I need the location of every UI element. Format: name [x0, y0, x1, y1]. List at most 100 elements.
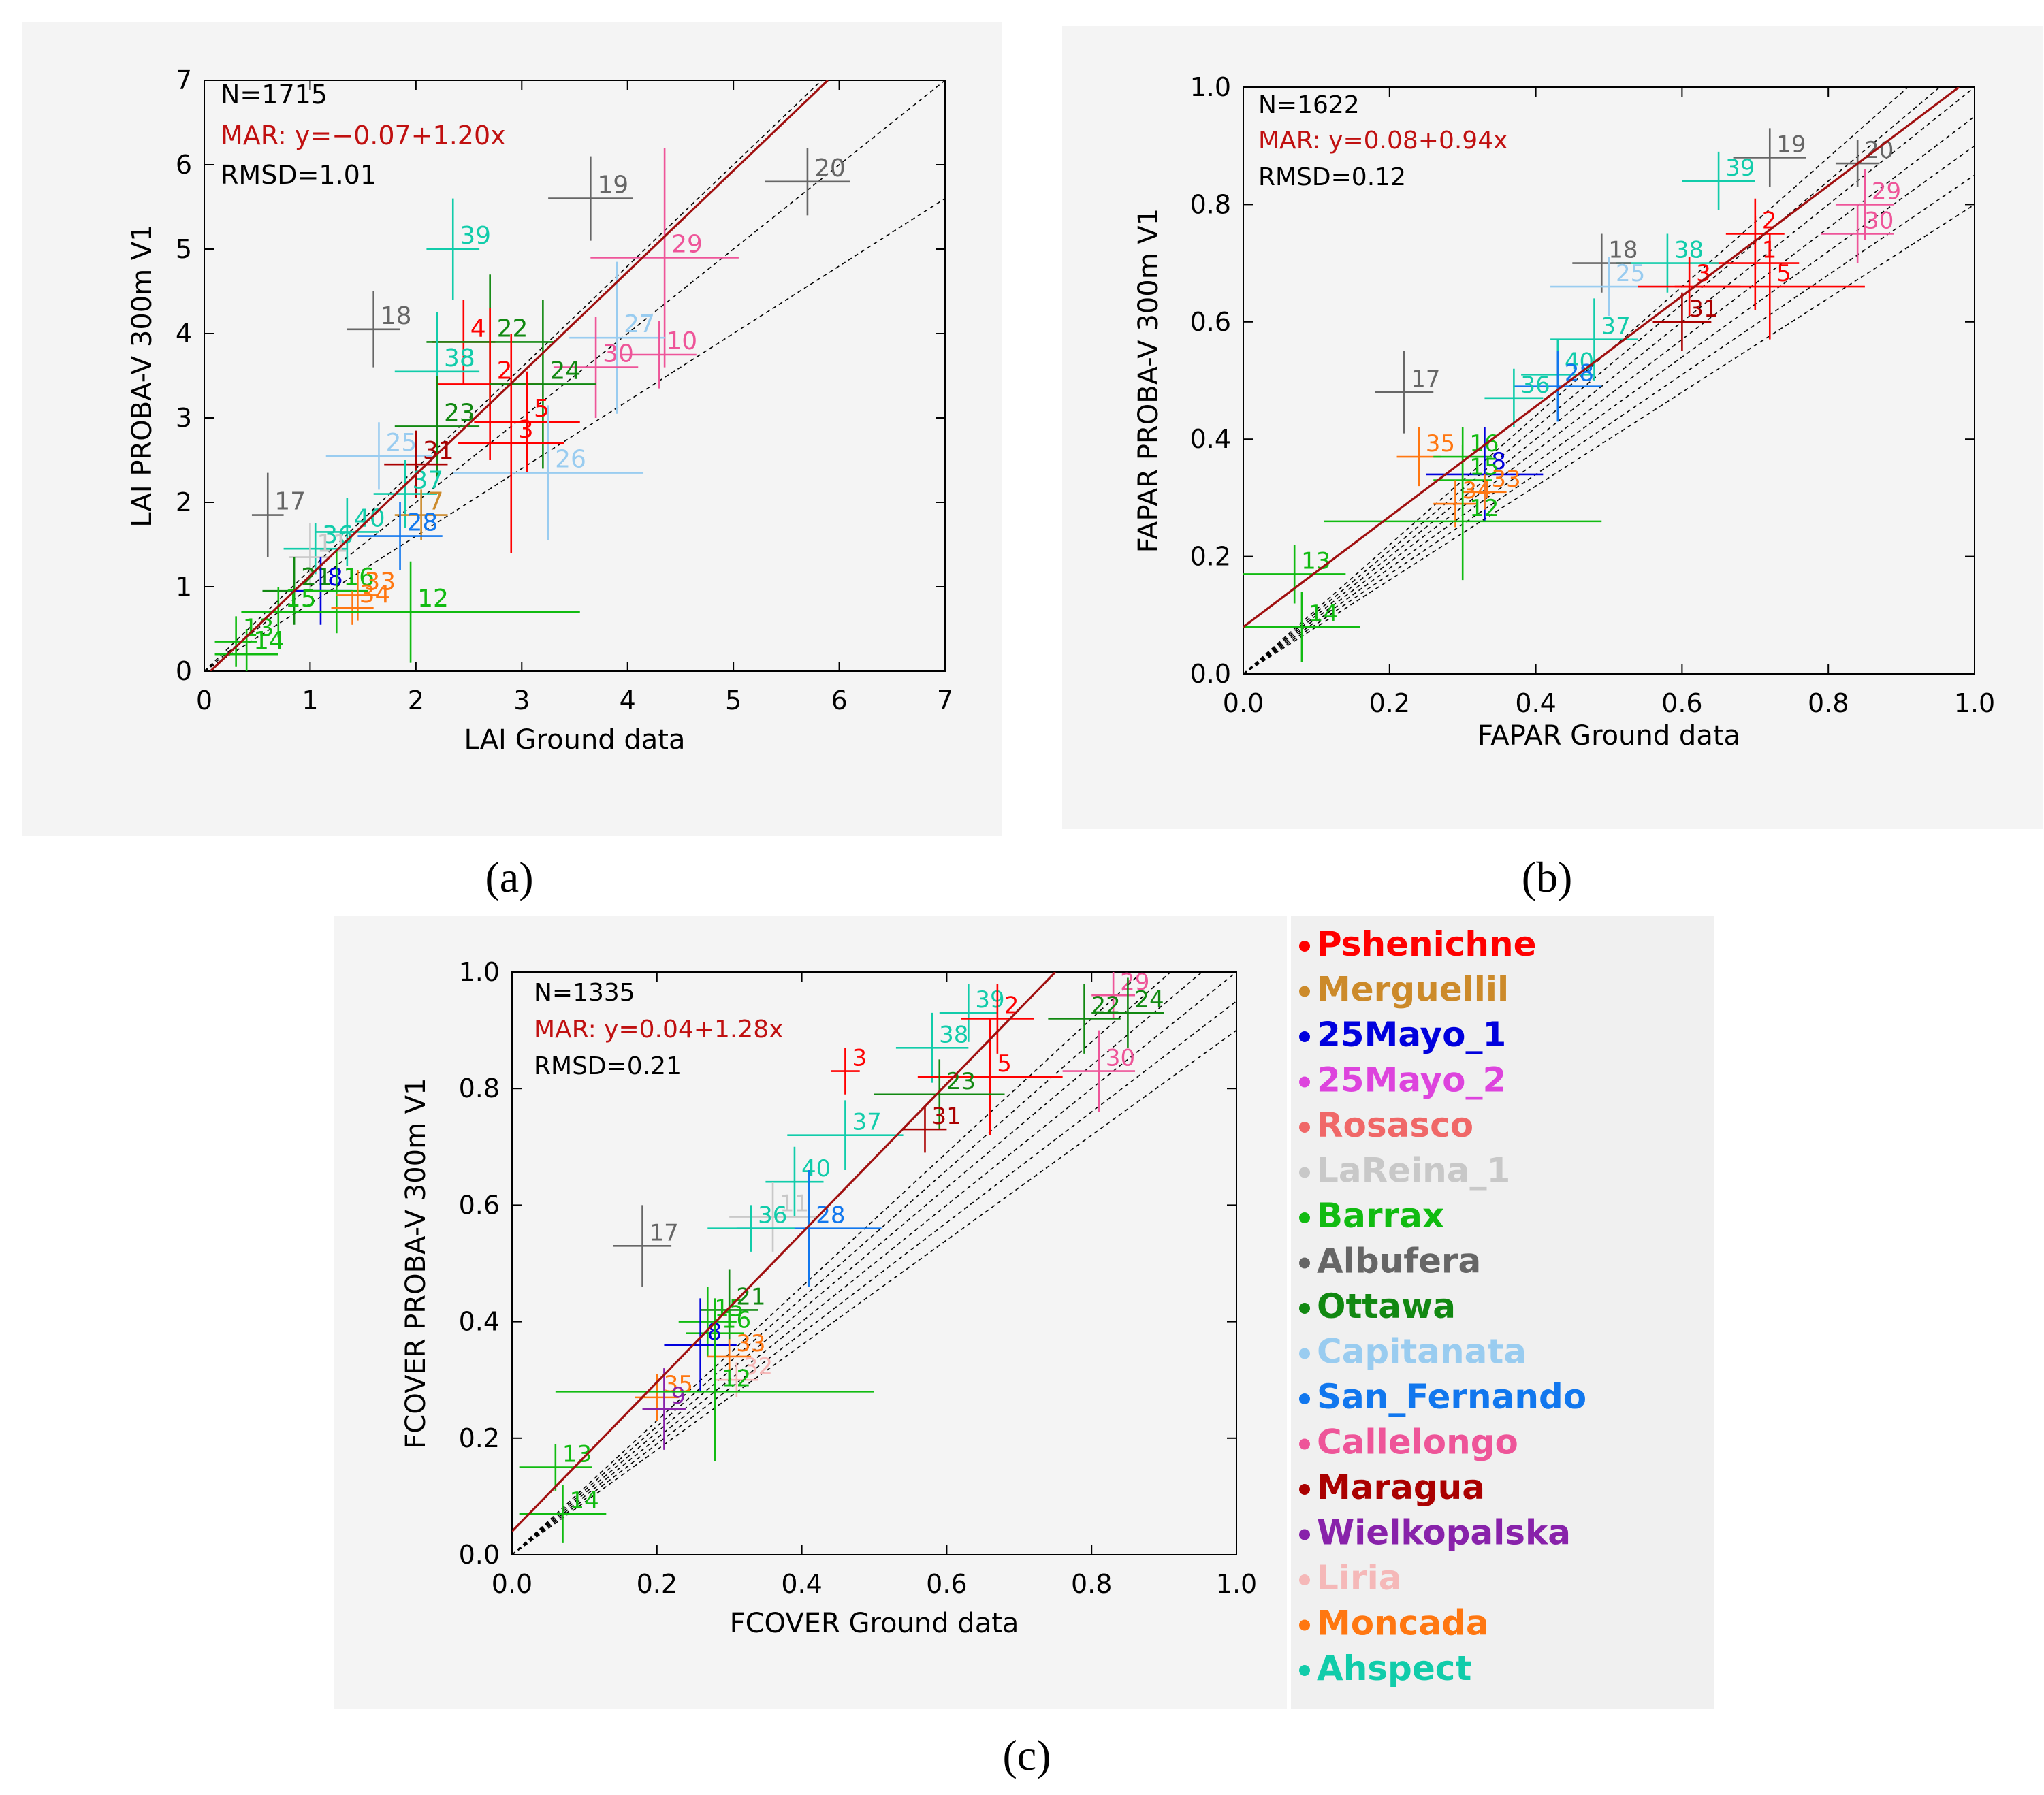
panel-b-ytick-label: 1.0 [1190, 72, 1231, 102]
panel-b-point-label-29: 29 [1872, 178, 1901, 205]
legend-label-Ahspect: Ahspect [1317, 1649, 1471, 1688]
panel-c-reference-line [512, 972, 1236, 1555]
panel-c-point-label-31: 31 [931, 1103, 961, 1130]
panel-a-point-label-14: 14 [253, 627, 285, 655]
panel-c-xtick-label: 0.4 [781, 1569, 822, 1599]
legend-dot-Ahspect [1299, 1665, 1310, 1676]
panel-a-ytick-label: 1 [176, 572, 192, 602]
panel-b-point-label-35: 35 [1426, 430, 1455, 457]
panel-b-xtick-label: 0.2 [1369, 688, 1410, 718]
panel-a-point-label-26: 26 [555, 446, 586, 474]
panel-b-point-label-12: 12 [1469, 495, 1499, 522]
panel-b-x-axis-label: FAPAR Ground data [1478, 720, 1740, 751]
panel-a-xtick-label: 5 [725, 685, 741, 715]
panel-a-y-axis-label: LAI PROBA-V 300m V1 [127, 224, 158, 527]
panel-b-point-label-39: 39 [1725, 155, 1755, 182]
panel-b-point-label-17: 17 [1411, 366, 1440, 393]
panel-a-point-label-19: 19 [597, 172, 628, 199]
panel-c-point-label-35: 35 [664, 1371, 693, 1398]
panel-a-ytick-label: 6 [176, 150, 192, 180]
panel-b: 0.0 0.2 0.4 0.6 0.8 1.0 0.0 0.2 0.4 0.6 0.8 1.0 FAPA… [1133, 72, 1995, 751]
legend-label-San_Fernando: San_Fernando [1317, 1377, 1586, 1417]
legend-label-Barrax: Barrax [1317, 1196, 1444, 1235]
panel-a-point-label-18: 18 [381, 302, 412, 330]
panel-c-reference-line [512, 1029, 1236, 1555]
panel-a-point-label-38: 38 [444, 344, 475, 372]
panel-c-point-label-14: 14 [569, 1487, 598, 1515]
panel-c-xtick-label: 0.6 [926, 1569, 967, 1599]
panel-c-ytick-label: 0.4 [459, 1307, 500, 1337]
panel-c-xtick-label: 0.2 [637, 1569, 677, 1599]
panel-b-xtick-label: 0.0 [1223, 688, 1264, 718]
panel-c-point-label-17: 17 [650, 1219, 679, 1246]
panel-b-reference-line [1243, 87, 1941, 674]
panel-b-point-label-18: 18 [1608, 237, 1638, 264]
legend-label-Maragua: Maragua [1317, 1468, 1485, 1507]
panel-a-point-label-5: 5 [534, 395, 549, 423]
legend-dot-LaReina_1 [1299, 1167, 1310, 1178]
legend-background [1291, 916, 1714, 1709]
panel-a-reference-line [204, 80, 945, 671]
panel-a-xtick-label: 0 [196, 685, 212, 715]
legend-dot-25Mayo_1 [1299, 1031, 1310, 1042]
panel-c-point-label-23: 23 [946, 1068, 976, 1095]
panel-a-point-label-29: 29 [671, 230, 703, 258]
panel-a-point-label-17: 17 [274, 488, 306, 516]
panel-c-point-label-38: 38 [939, 1021, 968, 1048]
panel-c-point-label-22: 22 [1091, 992, 1121, 1019]
panel-c-ytick-label: 0.6 [459, 1190, 500, 1220]
panel-a-stat-mar: MAR: y=−0.07+1.20x [221, 120, 506, 150]
legend-dot-Capitanata [1299, 1348, 1310, 1359]
panel-a-ytick-label: 0 [176, 656, 192, 686]
panel-a-plot-frame [204, 80, 946, 672]
panel-c-point-label-9: 9 [671, 1382, 686, 1410]
panel-c-point-label-2: 2 [1004, 992, 1019, 1019]
panel-a-point-label-16: 16 [343, 564, 374, 592]
panel-a-point-label-34: 34 [360, 581, 391, 609]
caption-a: (a) [485, 853, 533, 901]
panel-c-reference-line [512, 972, 1143, 1555]
panel-b-ytick-label: 0.0 [1190, 659, 1231, 689]
panel-c-point-label-39: 39 [975, 986, 1004, 1014]
panel-a-point-label-39: 39 [460, 222, 491, 250]
panel-a-point-label-4: 4 [470, 314, 486, 342]
panel-c-point-label-30: 30 [1106, 1045, 1135, 1072]
panel-b-point-label-3: 3 [1696, 260, 1711, 287]
panel-b-xtick-label: 0.6 [1661, 688, 1702, 718]
panel-b-point-label-13: 13 [1301, 547, 1330, 575]
panel-c-plot-frame [511, 971, 1237, 1555]
panel-a-point-label-10: 10 [666, 327, 697, 355]
panel-c-point-label-36: 36 [758, 1202, 787, 1229]
panel-b-ytick-label: 0.8 [1190, 189, 1231, 219]
panel-b-xtick-label: 0.8 [1808, 688, 1849, 718]
panel-c-xtick-label: 0.0 [492, 1569, 532, 1599]
legend-dot-Barrax [1299, 1212, 1310, 1223]
panel-b-point-label-36: 36 [1520, 372, 1550, 399]
panel-a-xtick-label: 1 [302, 685, 318, 715]
panel-a-xtick-label: 6 [831, 685, 847, 715]
legend-dot-Rosasco [1299, 1122, 1310, 1133]
panel-a-point-label-2: 2 [497, 357, 513, 385]
panel-b-ytick-label: 0.6 [1190, 307, 1231, 337]
panel-b-ytick-label: 0.4 [1190, 424, 1231, 454]
panel-c-point-label-12: 12 [722, 1365, 751, 1392]
legend-dot-25Mayo_2 [1299, 1076, 1310, 1088]
legend-dot-Maragua [1299, 1484, 1310, 1495]
legend-dot-Merguellil [1299, 986, 1310, 997]
panel-a-point-label-28: 28 [407, 509, 438, 537]
panel-c-y-axis-label: FCOVER PROBA-V 300m V1 [400, 1078, 432, 1449]
panel-c-xtick-label: 0.8 [1071, 1569, 1112, 1599]
panel-b-point-label-37: 37 [1601, 313, 1631, 340]
panel-b-point-label-25: 25 [1616, 260, 1645, 287]
panel-b-reference-line [1243, 204, 1975, 674]
panel-b-stat-mar: MAR: y=0.08+0.94x [1258, 127, 1507, 155]
panel-b-point-label-8: 8 [1491, 448, 1506, 475]
legend-label-Albufera: Albufera [1317, 1242, 1481, 1281]
panel-c-reference-line [512, 1001, 1236, 1555]
panel-b-reference-line [1243, 174, 1975, 674]
legend-label-Ottawa: Ottawa [1317, 1287, 1456, 1326]
panel-a-xtick-label: 4 [620, 685, 636, 715]
panel-c-point-label-24: 24 [1134, 986, 1164, 1014]
panel-a-point-label-24: 24 [549, 357, 581, 385]
